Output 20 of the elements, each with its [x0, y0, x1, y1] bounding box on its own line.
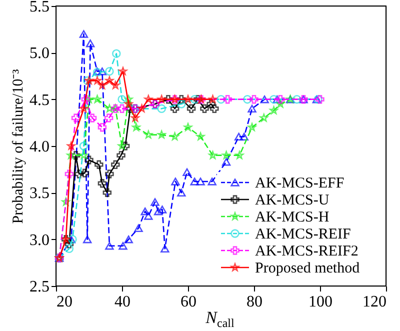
y-tick-label: 2.5: [30, 278, 50, 296]
y-tick-label: 5.0: [30, 45, 50, 62]
x-tick-label: 40: [114, 294, 130, 310]
y-tick-label: 4.5: [30, 92, 50, 109]
legend-label: AK-MCS-REIF: [255, 226, 351, 242]
x-tick-label: 100: [308, 294, 332, 310]
legend-label: AK-MCS-REIF2: [255, 244, 358, 260]
x-tick-label: 60: [180, 294, 196, 310]
x-tick-label: 120: [362, 294, 386, 310]
y-tick-label: 4.0: [30, 138, 50, 156]
legend-label: Proposed method: [255, 260, 360, 276]
legend-label: AK-MCS-U: [255, 192, 330, 208]
x-tick-label: 80: [246, 294, 262, 310]
x-tick-label: 20: [56, 294, 72, 310]
y-tick-label: 3.0: [30, 232, 50, 249]
legend-label: AK-MCS-H: [255, 210, 330, 226]
y-axis-title: Probability of failure/10⁻³: [10, 68, 26, 224]
y-tick-label: 3.5: [30, 185, 50, 202]
legend-label: AK-MCS-EFF: [255, 176, 344, 192]
y-tick-label: 5.5: [30, 0, 50, 16]
